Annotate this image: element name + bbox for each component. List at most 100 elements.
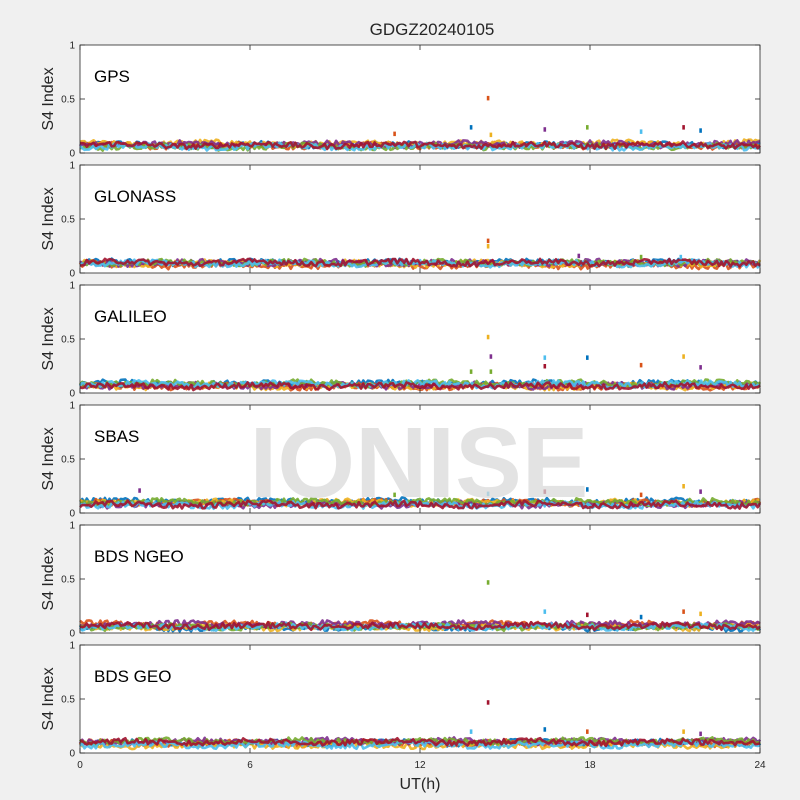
spike-point xyxy=(586,729,589,734)
spike-point xyxy=(393,131,396,137)
x-tick-label: 6 xyxy=(247,760,253,771)
plot-area xyxy=(80,165,760,273)
panel-glonass: 0 0.5 1 S4 Index GLONASS xyxy=(40,161,762,280)
panel-bds-geo: 0 0.5 1 0 6 12 18 24 S4 Index BDS GEO xyxy=(40,641,766,772)
x-tick-label: 18 xyxy=(584,760,596,771)
y-tick-label: 0 xyxy=(69,149,75,160)
spike-point xyxy=(586,487,589,492)
panel-label: BDS NGEO xyxy=(94,547,184,566)
spike-point xyxy=(469,729,473,734)
y-tick-label: 0.5 xyxy=(61,215,75,226)
spike-point xyxy=(682,354,685,359)
panels-layer: 0 0.5 1 S4 Index GPS 0 0.5 1 S4 Index GLONASS 0 0.5… xyxy=(40,41,766,772)
y-tick-label: 0 xyxy=(69,269,75,280)
spike-point xyxy=(469,369,473,374)
spike-point xyxy=(486,95,490,101)
spike-point xyxy=(639,254,643,260)
y-tick-label: 1 xyxy=(69,281,75,292)
spike-point xyxy=(682,729,685,734)
y-tick-label: 0 xyxy=(69,509,75,520)
plot-area xyxy=(80,285,760,393)
spike-point xyxy=(486,334,490,340)
satellite-trace xyxy=(79,257,761,268)
y-tick-label: 1 xyxy=(69,41,75,52)
figure-title: GDGZ20240105 xyxy=(370,20,495,39)
spike-point xyxy=(486,580,490,585)
panel-label: GALILEO xyxy=(94,307,167,326)
panel-galileo: 0 0.5 1 S4 Index GALILEO xyxy=(40,281,762,400)
y-tick-label: 0 xyxy=(69,749,75,760)
spike-point xyxy=(699,611,702,617)
y-tick-label: 0 xyxy=(69,629,75,640)
baseline-traces xyxy=(78,496,762,510)
satellite-trace xyxy=(79,620,761,632)
plot-area xyxy=(80,405,760,513)
spike-point xyxy=(138,488,141,493)
plot-area xyxy=(80,45,760,153)
y-axis-label: S4 Index xyxy=(40,187,57,250)
panel-label: GPS xyxy=(94,67,130,86)
x-tick-label: 0 xyxy=(77,760,83,771)
spike-point xyxy=(543,127,547,132)
satellite-trace xyxy=(79,499,762,510)
spike-point xyxy=(486,491,490,497)
spike-point xyxy=(639,362,643,368)
baseline-traces xyxy=(78,736,762,751)
x-tick-label: 24 xyxy=(754,760,766,771)
spike-point xyxy=(639,129,643,134)
spike-point xyxy=(469,125,473,130)
y-tick-label: 1 xyxy=(69,401,75,412)
y-tick-label: 1 xyxy=(69,161,75,172)
spike-point xyxy=(699,365,702,370)
spike-point xyxy=(543,727,547,732)
y-axis-label: S4 Index xyxy=(40,667,57,730)
spike-point xyxy=(486,700,490,705)
satellite-trace xyxy=(79,258,761,269)
spike-point xyxy=(699,128,702,133)
y-tick-label: 1 xyxy=(69,641,75,652)
y-tick-label: 0 xyxy=(69,389,75,400)
x-axis-label: UT(h) xyxy=(400,776,441,793)
spike-point xyxy=(543,364,547,369)
x-tick-label: 12 xyxy=(414,760,426,771)
spike-point xyxy=(489,354,493,359)
y-axis-label: S4 Index xyxy=(40,307,57,370)
y-tick-label: 1 xyxy=(69,521,75,532)
spike-point xyxy=(679,254,683,260)
y-tick-label: 0.5 xyxy=(61,695,75,706)
spike-point xyxy=(682,609,685,614)
y-axis-label: S4 Index xyxy=(40,427,57,490)
spike-point xyxy=(699,731,702,737)
spike-point xyxy=(699,489,702,494)
plot-area xyxy=(80,525,760,633)
baseline-traces xyxy=(78,257,762,271)
y-axis-label: S4 Index xyxy=(40,547,57,610)
spike-point xyxy=(639,492,643,498)
spike-point xyxy=(543,355,547,360)
spike-point xyxy=(639,614,643,620)
y-tick-label: 0.5 xyxy=(61,95,75,106)
panel-sbas: 0 0.5 1 S4 Index SBAS xyxy=(40,401,762,520)
plot-area xyxy=(80,645,760,753)
panel-label: GLONASS xyxy=(94,187,176,206)
spike-point xyxy=(586,125,589,130)
spike-point xyxy=(682,125,685,130)
y-tick-label: 0.5 xyxy=(61,335,75,346)
spike-point xyxy=(682,484,685,489)
spike-point xyxy=(486,238,490,244)
spike-point xyxy=(393,492,396,498)
y-tick-label: 0.5 xyxy=(61,455,75,466)
spike-point xyxy=(543,609,547,614)
spike-point xyxy=(586,355,589,360)
spike-point xyxy=(489,132,493,138)
watermark: IONISE xyxy=(250,407,589,519)
panel-label: SBAS xyxy=(94,427,139,446)
y-axis-label: S4 Index xyxy=(40,67,57,130)
spike-point xyxy=(586,612,589,618)
panel-bds-ngeo: 0 0.5 1 S4 Index BDS NGEO xyxy=(40,521,762,640)
satellite-trace xyxy=(79,497,761,508)
satellite-trace xyxy=(79,736,761,748)
satellite-trace xyxy=(80,140,761,151)
spike-point xyxy=(486,244,490,249)
